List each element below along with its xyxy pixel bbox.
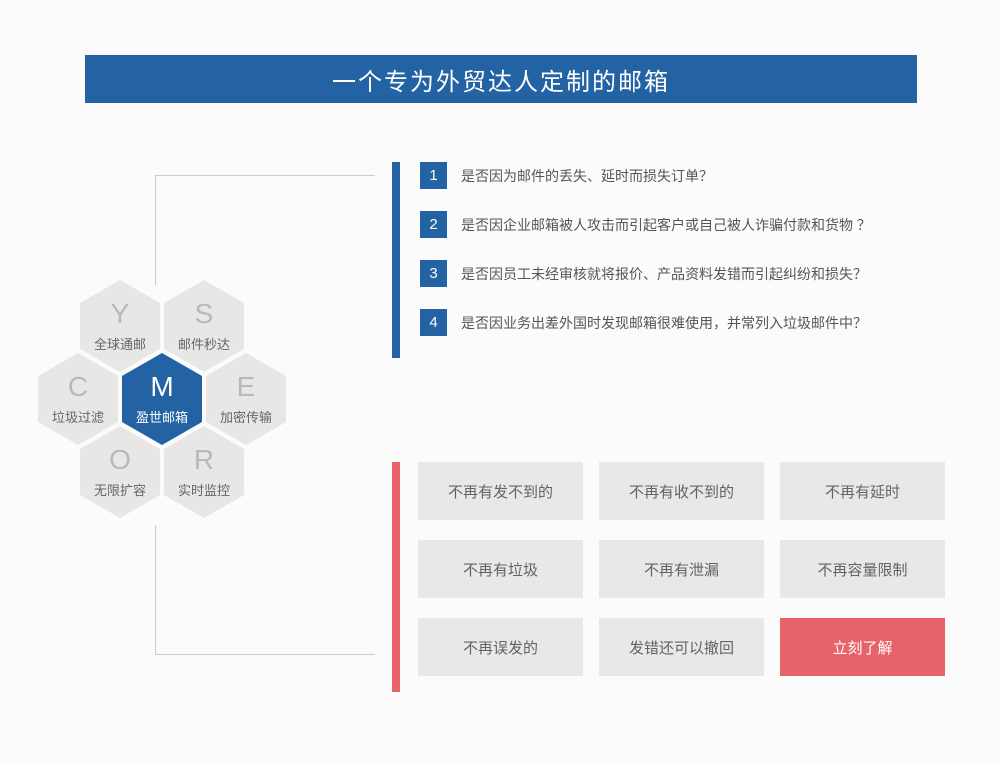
question-text: 是否因业务出差外国时发现邮箱很难使用，并常列入垃圾邮件中？	[461, 313, 867, 333]
question-row: 2 是否因企业邮箱被人攻击而引起客户或自己被人诈骗付款和货物 ？	[420, 211, 871, 238]
question-list: 1 是否因为邮件的丢失、延时而损失订单？ 2 是否因企业邮箱被人攻击而引起客户或自己被…	[392, 162, 871, 358]
question-row: 4 是否因业务出差外国时发现邮箱很难使用，并常列入垃圾邮件中？	[420, 309, 871, 336]
feature-tile: 不再有收不到的	[599, 462, 764, 520]
bracket-bottom	[155, 525, 375, 655]
question-text: 是否因企业邮箱被人攻击而引起客户或自己被人诈骗付款和货物 ？	[461, 215, 871, 235]
feature-grid: 不再有发不到的不再有收不到的不再有延时不再有垃圾不再有泄漏不再容量限制不再误发的…	[418, 462, 945, 692]
hex-label: 无限扩容	[80, 480, 160, 499]
hex-letter: S	[164, 298, 244, 330]
cta-button[interactable]: 立刻了解	[780, 618, 945, 676]
hex-letter: C	[38, 371, 118, 403]
hex-letter: M	[122, 371, 202, 403]
grid-accent-bar	[392, 462, 400, 692]
feature-grid-wrap: 不再有发不到的不再有收不到的不再有延时不再有垃圾不再有泄漏不再容量限制不再误发的…	[392, 462, 945, 692]
hex-label: 盈世邮箱	[122, 407, 202, 426]
question-row: 1 是否因为邮件的丢失、延时而损失订单？	[420, 162, 871, 189]
hero-title: 一个专为外贸达人定制的邮箱	[332, 62, 670, 97]
feature-tile: 不再有延时	[780, 462, 945, 520]
feature-tile: 发错还可以撤回	[599, 618, 764, 676]
feature-tile: 不再有泄漏	[599, 540, 764, 598]
feature-tile: 不再有发不到的	[418, 462, 583, 520]
hex-label: 垃圾过滤	[38, 407, 118, 426]
bracket-top	[155, 175, 375, 285]
hex-label: 全球通邮	[80, 334, 160, 353]
feature-tile: 不再误发的	[418, 618, 583, 676]
question-number: 2	[420, 211, 447, 238]
hero-banner: 一个专为外贸达人定制的邮箱	[85, 55, 917, 103]
hex-label: 实时监控	[164, 480, 244, 499]
hex-r: R 实时监控	[164, 426, 244, 518]
hex-label: 加密传输	[206, 407, 286, 426]
hex-o: O 无限扩容	[80, 426, 160, 518]
hex-letter: E	[206, 371, 286, 403]
hex-letter: Y	[80, 298, 160, 330]
hex-letter: O	[80, 444, 160, 476]
feature-tile: 不再容量限制	[780, 540, 945, 598]
feature-tile: 不再有垃圾	[418, 540, 583, 598]
question-number: 3	[420, 260, 447, 287]
question-text: 是否因员工未经审核就将报价、产品资料发错而引起纠纷和损失？	[461, 264, 867, 284]
question-number: 1	[420, 162, 447, 189]
hex-letter: R	[164, 444, 244, 476]
question-row: 3 是否因员工未经审核就将报价、产品资料发错而引起纠纷和损失？	[420, 260, 871, 287]
hexagon-cluster: Y 全球通邮S 邮件秒达 C 垃圾过滤M 盈世邮箱E 加密传输 O 无限扩容R 实时监控	[38, 280, 338, 540]
question-text: 是否因为邮件的丢失、延时而损失订单？	[461, 166, 713, 186]
hex-label: 邮件秒达	[164, 334, 244, 353]
question-number: 4	[420, 309, 447, 336]
